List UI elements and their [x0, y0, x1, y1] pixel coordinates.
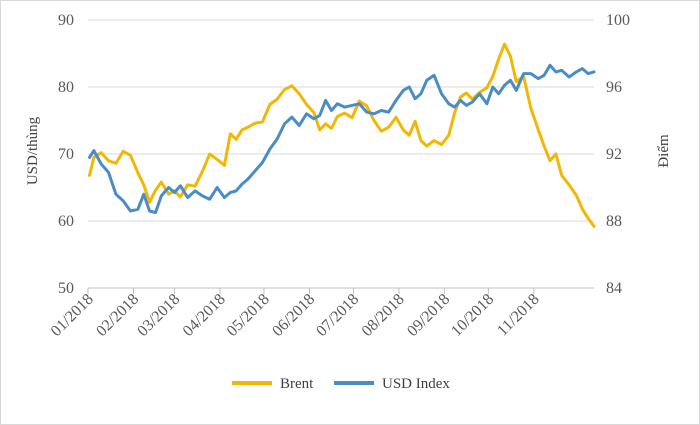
axes [87, 287, 594, 294]
y-right-tick-88: 88 [606, 213, 622, 230]
y-left-tick-80: 80 [58, 79, 74, 96]
y-left-tick-70: 70 [58, 146, 74, 163]
legend-label-brent: Brent [280, 376, 314, 392]
axis-labels: 50 60 70 80 90 84 88 92 96 100 01/201802/201803/20… [48, 12, 630, 340]
x-tick-label-06-2018: 06/2018 [269, 291, 318, 340]
series-line-usd-index [88, 63, 596, 215]
series-line-brent [88, 42, 596, 228]
y-left-tick-90: 90 [58, 12, 74, 29]
y-right-tick-100: 100 [606, 12, 630, 29]
gridlines [88, 19, 594, 222]
y-left-tick-60: 60 [58, 213, 74, 230]
x-tick-label-11-2018: 11/2018 [494, 291, 543, 340]
y-right-tick-84: 84 [606, 280, 622, 297]
x-tick-label-10-2018: 10/2018 [448, 291, 497, 340]
legend: Brent USD Index [232, 376, 450, 392]
y-right-tick-96: 96 [606, 79, 622, 96]
x-tick-label-07-2018: 07/2018 [313, 291, 362, 340]
x-tick-label-09-2018: 09/2018 [404, 291, 453, 340]
x-tick-label-08-2018: 08/2018 [359, 291, 408, 340]
x-tick-label-04-2018: 04/2018 [180, 291, 229, 340]
y-axis-left-title: USD/thùng [25, 116, 41, 185]
y-left-tick-50: 50 [58, 280, 74, 297]
x-tick-label-01-2018: 01/2018 [48, 291, 97, 340]
x-tick-label-03-2018: 03/2018 [134, 291, 183, 340]
x-tick-label-02-2018: 02/2018 [93, 291, 142, 340]
x-tick-label-05-2018: 05/2018 [224, 291, 273, 340]
series-lines [88, 42, 596, 228]
y-right-tick-92: 92 [606, 146, 622, 163]
legend-label-usd-index: USD Index [382, 376, 450, 392]
y-axis-right-title: Điểm [656, 134, 672, 168]
